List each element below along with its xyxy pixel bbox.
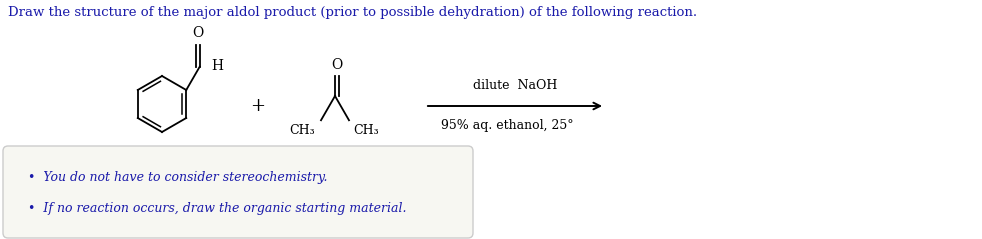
Text: H: H xyxy=(212,59,224,73)
Text: Draw the structure of the major aldol product (prior to possible dehydration) of: Draw the structure of the major aldol pr… xyxy=(8,6,697,19)
Text: O: O xyxy=(331,58,343,72)
Text: CH₃: CH₃ xyxy=(290,124,315,137)
Text: •  You do not have to consider stereochemistry.: • You do not have to consider stereochem… xyxy=(28,171,328,184)
FancyBboxPatch shape xyxy=(3,146,473,238)
Text: •  If no reaction occurs, draw the organic starting material.: • If no reaction occurs, draw the organi… xyxy=(28,202,407,215)
Text: dilute  NaOH: dilute NaOH xyxy=(472,79,557,92)
Text: 95% aq. ethanol, 25°: 95% aq. ethanol, 25° xyxy=(441,119,573,132)
Text: CH₃: CH₃ xyxy=(353,124,379,137)
Text: +: + xyxy=(250,97,265,115)
Text: O: O xyxy=(192,26,203,40)
